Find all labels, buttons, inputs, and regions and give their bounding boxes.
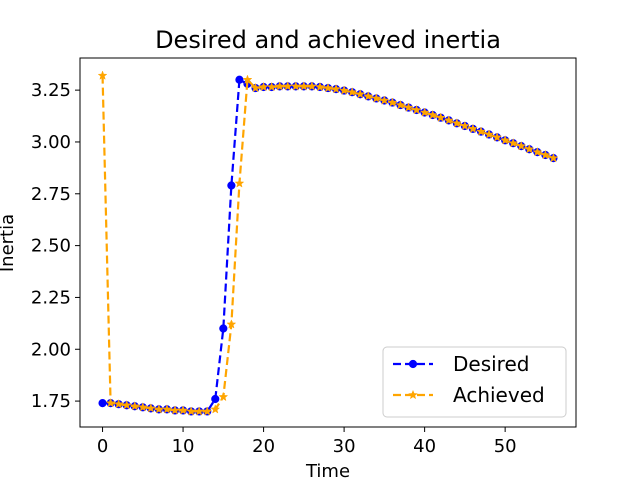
x-axis-label: Time [305,461,350,480]
desired-point [219,324,228,333]
desired-point [227,181,236,190]
achieved-point [137,402,148,412]
achieved-point [113,398,124,409]
achieved-point [323,82,333,93]
achieved-point [451,118,462,128]
achieved-point [266,81,277,92]
plot-area: 0 10 20 30 40 50 1.75 2.00 2.25 2.50 2.75 3.00 3.25 [31,57,577,457]
series-achieved [97,70,559,416]
legend-marker [408,359,418,369]
y-tick-label: 1.75 [31,391,71,412]
achieved-point [379,95,390,105]
achieved-point [435,112,446,122]
plot-frame [79,57,577,428]
achieved-point [467,123,478,134]
achieved-point [298,81,309,91]
achieved-point [427,109,438,120]
achieved-point [411,104,422,115]
achieved-point [145,403,156,413]
x-tick-label: 0 [97,436,108,457]
achieved-point [170,405,180,415]
achieved-point [355,89,366,99]
achieved-point [250,82,261,93]
achieved-point [186,406,197,416]
achieved-point [363,91,374,101]
achieved-point [129,401,140,411]
y-tick-label: 2.50 [31,236,71,257]
desired-point [98,399,107,408]
achieved-point [484,129,494,139]
x-tick-label: 10 [172,436,195,457]
achieved-point [202,406,213,416]
achieved-point [459,120,470,131]
achieved-point [500,135,511,145]
y-tick-label: 2.00 [31,339,71,360]
y-tick-label: 3.25 [31,80,71,101]
achieved-point [492,132,503,142]
legend: Desired Achieved [382,346,567,418]
achieved-point [419,107,430,117]
chart-title: Desired and achieved inertia [155,26,501,54]
achieved-point [153,404,164,414]
achieved-point [274,81,285,91]
achieved-point [290,81,301,91]
y-tick-label: 2.75 [31,184,71,205]
achieved-point [508,137,519,148]
achieved-point [218,391,229,402]
achieved-point [339,85,350,95]
achieved-point [226,319,237,329]
achieved-point [97,70,108,80]
legend-item-desired: Desired [393,352,529,376]
achieved-point [210,404,221,414]
achieved-point [105,397,116,408]
achieved-point [476,126,486,136]
achieved-point [371,93,382,103]
achieved-point [194,406,205,416]
achieved-point [258,81,269,92]
achieved-point [234,178,245,188]
desired-point [235,75,244,84]
legend-label: Desired [453,352,529,376]
legend-marker [408,389,418,400]
y-tick-label: 3.00 [31,132,71,153]
x-tick-label: 40 [413,436,436,457]
x-tick-label: 20 [252,436,275,457]
achieved-point [306,81,317,91]
achieved-point [532,146,543,157]
achieved-point [548,152,559,163]
achieved-point [347,87,358,97]
achieved-point [178,405,189,415]
y-tick-label: 2.25 [31,287,71,308]
achieved-point [242,74,253,84]
legend-item-achieved: Achieved [393,383,545,407]
y-axis-label: Inertia [0,214,18,272]
x-tick-label: 30 [333,436,356,457]
achieved-point [331,83,342,94]
achieved-point [540,149,551,160]
legend-box [382,346,567,418]
achieved-point [314,81,325,92]
achieved-point [395,99,406,110]
achieved-point [403,102,414,112]
x-tick-label: 50 [494,436,517,457]
desired-point [211,394,220,404]
achieved-point [443,115,454,125]
achieved-point [282,81,293,91]
achieved-point [387,97,398,107]
achieved-point [121,400,132,410]
achieved-point [516,140,527,151]
achieved-point [524,144,535,154]
legend-label: Achieved [453,383,545,407]
achieved-point [162,404,172,414]
